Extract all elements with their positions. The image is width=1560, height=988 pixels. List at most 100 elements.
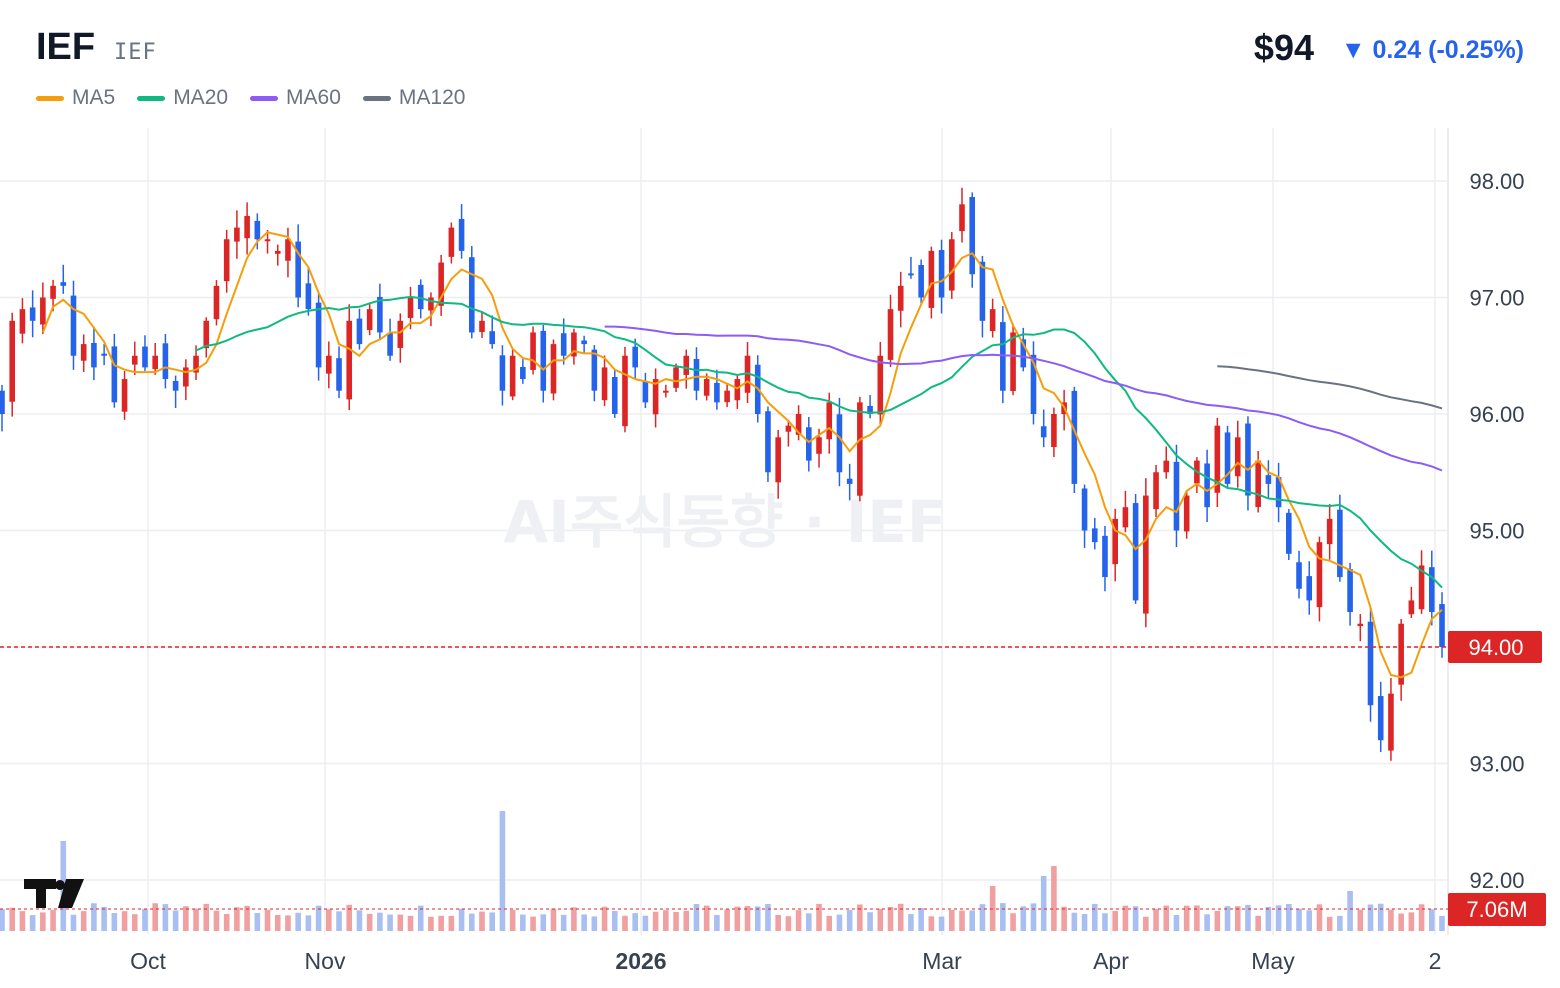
candle-body (366, 309, 373, 331)
candle-body (142, 346, 148, 368)
volume-bar (499, 811, 506, 931)
legend-swatch-ma60 (250, 95, 279, 101)
volume-bar (111, 913, 118, 931)
volume-bar (1040, 876, 1047, 931)
candle-body (1255, 460, 1261, 508)
volume-bar (428, 916, 434, 931)
legend-ma20[interactable]: MA20 (137, 86, 228, 110)
candle-body (918, 265, 924, 298)
volume-bar (1316, 904, 1323, 931)
candle-body (274, 250, 281, 254)
volume-bar (652, 911, 659, 931)
ma-legend: MA5 MA20 MA60 MA120 (36, 86, 465, 110)
ma60-line (604, 325, 1443, 472)
volume-bar (846, 910, 853, 931)
volume-bar (1194, 905, 1200, 931)
legend-swatch-ma20 (137, 95, 166, 101)
candle-body (1102, 535, 1108, 578)
volume-bar (877, 908, 884, 931)
candle-body (938, 250, 945, 298)
volume-bar (908, 914, 914, 931)
x-tick-label: May (1251, 948, 1295, 974)
candle-body (1143, 495, 1149, 614)
volume-bar (836, 914, 843, 931)
volume-bar (162, 904, 169, 931)
candle-body (172, 380, 179, 391)
volume-bar (254, 913, 261, 931)
candle-body (1234, 437, 1241, 477)
ma20-line (195, 295, 1443, 589)
candle-body (1306, 576, 1313, 601)
volume-bar (1224, 906, 1231, 931)
volume-bar (1112, 910, 1118, 931)
volume-bar (1163, 905, 1170, 931)
ticker-symbol: IEF (36, 26, 96, 68)
candle-body (816, 437, 822, 454)
candle-body (581, 340, 587, 345)
candle-body (70, 295, 77, 356)
tradingview-logo[interactable] (24, 879, 84, 908)
legend-label-ma20: MA20 (173, 86, 229, 109)
volume-bar (366, 913, 373, 931)
volume-bar (1367, 904, 1374, 931)
badges: 94.00 7.06M (0, 631, 1546, 926)
volume-bar (826, 915, 833, 931)
time-axis[interactable]: Oct Nov 2026 Mar Apr May 2 (130, 948, 1441, 974)
volume-bar (611, 910, 618, 931)
candle-body (1112, 518, 1118, 565)
candle-body (632, 346, 638, 368)
candle-body (1286, 512, 1292, 554)
candle-body (244, 215, 250, 239)
volume-bar (530, 916, 536, 931)
candle-body (611, 377, 618, 414)
candle-body (826, 402, 833, 440)
volume-bar (601, 906, 608, 931)
y-tick-label: 92.00 (1469, 868, 1524, 893)
candle-body (1337, 509, 1343, 578)
candle-body (19, 309, 26, 334)
candle-body (683, 355, 690, 375)
candle-body (1071, 390, 1078, 484)
candle-body (948, 239, 955, 291)
candle-body (867, 405, 873, 414)
volume-bar (1255, 915, 1261, 931)
candle-body (346, 320, 353, 400)
legend-ma120[interactable]: MA120 (362, 86, 465, 110)
volume-bar (1388, 909, 1394, 931)
candle-body (50, 285, 56, 299)
candle-body (1408, 600, 1415, 615)
x-tick-label: 2 (1429, 948, 1442, 974)
volume-bar (1102, 913, 1108, 931)
price-axis[interactable]: 92.00 93.00 95.00 96.00 97.00 98.00 (1469, 169, 1524, 893)
legend-ma5[interactable]: MA5 (36, 86, 115, 110)
candle-body (1377, 696, 1384, 741)
candle-body (254, 220, 261, 240)
volume-bar (1398, 913, 1404, 931)
volume-bar (1296, 908, 1302, 931)
price-change: ▼ 0.24 (-0.25%) (1340, 36, 1524, 64)
volume-bar (1286, 903, 1292, 931)
volume-bar (489, 912, 496, 931)
candle-body (979, 261, 986, 321)
volume-bar (438, 915, 444, 931)
volume-bar (979, 904, 986, 931)
volume-bar (867, 912, 873, 931)
candle-body (1051, 414, 1057, 448)
volume-bar (91, 903, 97, 931)
candle-body (908, 273, 914, 276)
volume-bar (560, 914, 567, 931)
legend-ma60[interactable]: MA60 (250, 86, 341, 110)
volume-bar (857, 904, 863, 931)
volume-bar (1326, 916, 1333, 931)
candle-body (1316, 542, 1323, 608)
legend-label-ma5: MA5 (72, 86, 116, 109)
candle-body (1122, 507, 1129, 528)
candle-body (806, 427, 812, 461)
volume-bar (795, 910, 802, 931)
volume-bar (1081, 914, 1088, 931)
volume-bar (1357, 909, 1364, 931)
candle-body (1020, 339, 1027, 368)
volume-bar (622, 915, 628, 931)
volume-bar (591, 916, 598, 931)
